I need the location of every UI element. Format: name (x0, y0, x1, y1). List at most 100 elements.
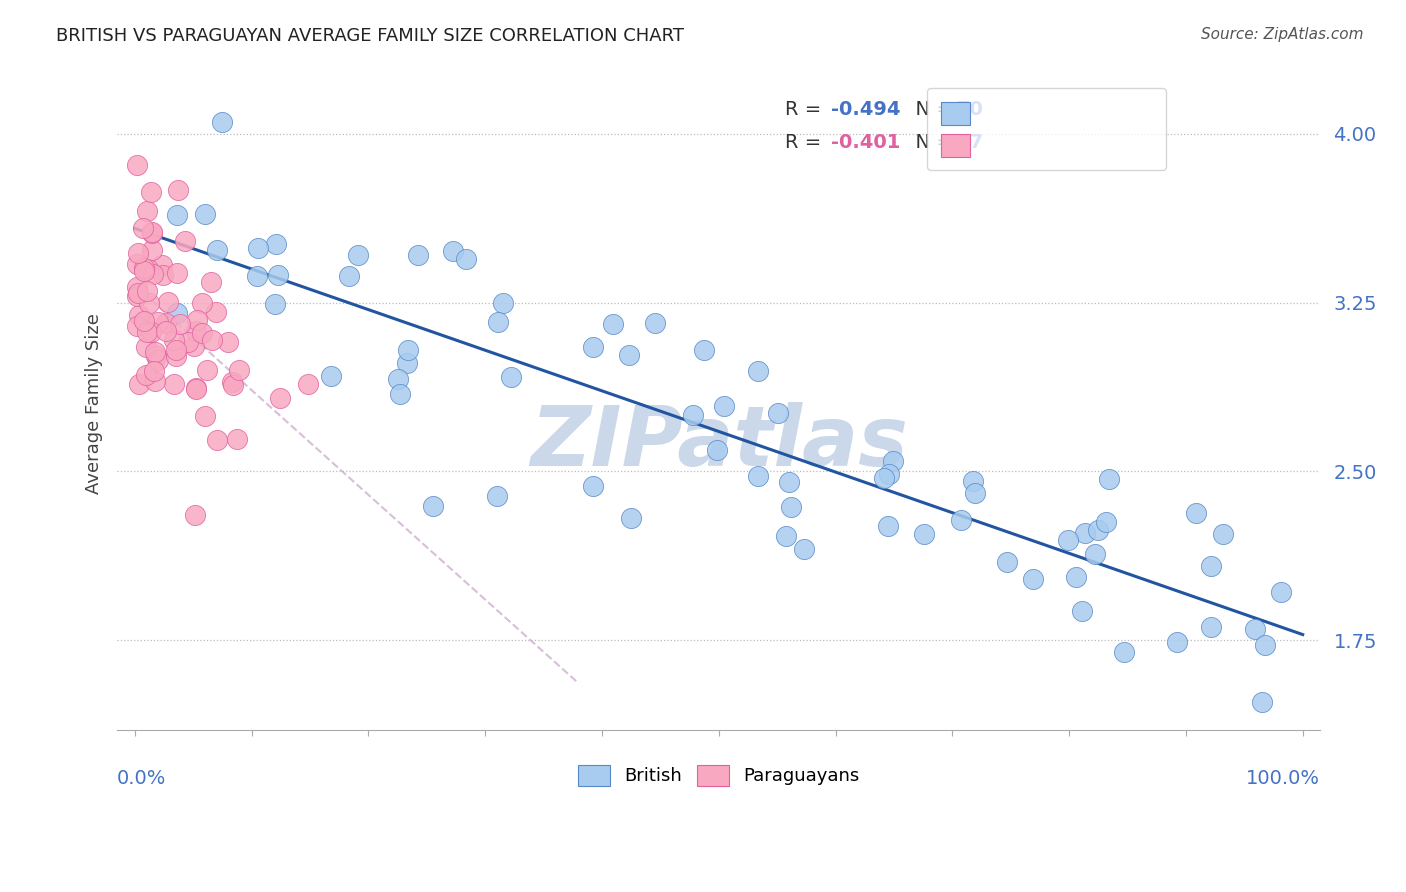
Point (1250, 695, 1272, 709)
Point (184, 325, 207, 339)
Point (882, 454, 904, 468)
Point (135, 203, 157, 218)
Point (1022, 572, 1045, 586)
Point (499, 370, 522, 384)
Text: 70: 70 (957, 100, 984, 120)
Point (191, 296, 214, 310)
Point (155, 324, 177, 338)
Point (965, 485, 987, 500)
Point (346, 248, 368, 262)
Point (205, 243, 228, 257)
Point (135, 341, 157, 355)
Text: ZIPatlas: ZIPatlas (530, 402, 908, 483)
Point (396, 355, 419, 369)
Y-axis label: Average Family Size: Average Family Size (86, 313, 103, 494)
Point (877, 467, 900, 481)
Point (1253, 638, 1275, 652)
Point (422, 499, 444, 513)
Point (127, 245, 149, 260)
Point (142, 267, 165, 281)
Point (912, 527, 935, 541)
Point (128, 377, 150, 392)
Text: R =: R = (785, 100, 827, 120)
Point (1166, 635, 1188, 649)
Point (1098, 472, 1121, 486)
Point (193, 409, 215, 423)
Point (263, 297, 285, 311)
Point (191, 326, 214, 341)
Point (602, 318, 624, 332)
Text: -0.494: -0.494 (831, 100, 900, 120)
Point (125, 318, 148, 333)
Point (132, 221, 155, 235)
Point (747, 469, 769, 483)
Point (778, 475, 800, 490)
Point (141, 226, 163, 240)
Point (135, 368, 157, 383)
Point (1064, 570, 1087, 584)
Point (222, 378, 245, 392)
Point (138, 296, 160, 310)
Point (174, 235, 197, 249)
Point (396, 343, 419, 357)
Point (136, 325, 159, 339)
Point (184, 508, 207, 523)
Text: 67: 67 (957, 133, 984, 152)
Point (1270, 584, 1292, 599)
Point (775, 528, 797, 542)
Point (125, 159, 148, 173)
Point (297, 376, 319, 391)
Point (150, 258, 173, 272)
Point (1070, 604, 1092, 618)
Point (1212, 527, 1234, 541)
Point (186, 313, 208, 327)
Point (706, 442, 728, 457)
Point (693, 343, 716, 357)
Point (620, 511, 643, 525)
Point (141, 225, 163, 239)
Point (166, 208, 188, 222)
Point (876, 519, 898, 533)
Point (1095, 516, 1118, 530)
Point (713, 399, 735, 413)
Point (644, 316, 666, 330)
Point (194, 207, 217, 221)
Point (125, 257, 148, 271)
Point (157, 295, 180, 310)
Point (211, 115, 233, 129)
Point (1244, 622, 1267, 636)
Point (128, 309, 150, 323)
Point (441, 244, 464, 258)
Point (186, 381, 208, 395)
Point (217, 334, 239, 349)
Point (142, 364, 165, 378)
Point (165, 350, 187, 364)
Text: -0.401: -0.401 (831, 133, 900, 152)
Point (387, 371, 409, 385)
Point (132, 261, 155, 276)
Point (155, 316, 177, 330)
Point (143, 345, 166, 359)
Point (228, 363, 250, 377)
Point (492, 295, 515, 310)
Point (146, 315, 169, 329)
Point (146, 352, 169, 367)
Point (486, 489, 509, 503)
Point (246, 269, 269, 284)
Point (169, 317, 191, 331)
Point (406, 248, 429, 262)
Point (486, 315, 509, 329)
Point (267, 268, 290, 282)
Point (962, 474, 984, 488)
Text: N =: N = (903, 133, 959, 152)
Point (1201, 620, 1223, 634)
Point (197, 363, 219, 377)
Point (125, 279, 148, 293)
Point (1114, 645, 1136, 659)
Point (1185, 506, 1208, 520)
Point (780, 500, 803, 515)
Point (747, 364, 769, 378)
Legend: British, Paraguayans: British, Paraguayans (571, 757, 868, 793)
Point (1201, 559, 1223, 574)
Point (337, 269, 360, 284)
